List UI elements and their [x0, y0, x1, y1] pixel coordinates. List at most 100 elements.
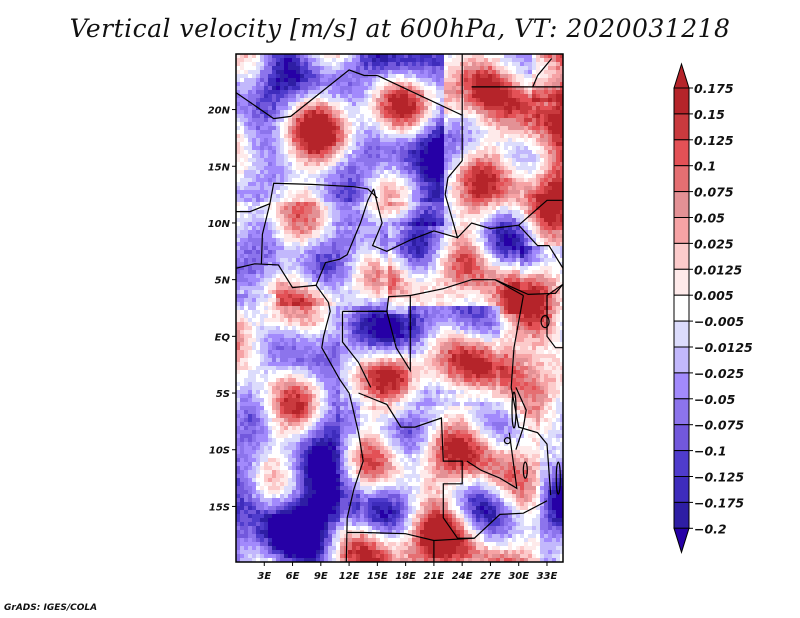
field-cell: [348, 86, 353, 91]
field-cell: [324, 242, 329, 247]
field-cell: [316, 266, 321, 271]
field-cell: [352, 118, 357, 123]
field-cell: [252, 78, 257, 83]
field-cell: [424, 206, 429, 211]
field-cell: [288, 170, 293, 175]
field-cell: [560, 246, 563, 251]
field-cell: [432, 118, 437, 123]
field-cell: [468, 98, 473, 103]
field-cell: [544, 94, 549, 99]
field-cell: [280, 222, 285, 227]
field-cell: [300, 146, 305, 151]
field-cell: [292, 154, 297, 159]
field-cell: [336, 266, 341, 271]
field-cell: [464, 74, 469, 79]
field-cell: [408, 226, 413, 231]
field-cell: [308, 218, 313, 223]
field-cell: [484, 106, 489, 111]
field-cell: [336, 122, 341, 127]
field-cell: [492, 238, 497, 243]
field-cell: [284, 286, 289, 291]
field-cell: [340, 170, 345, 175]
field-cell: [484, 262, 489, 267]
field-cell: [256, 138, 261, 143]
field-cell: [312, 106, 317, 111]
field-cell: [396, 174, 401, 179]
field-cell: [244, 106, 249, 111]
field-cell: [324, 194, 329, 199]
field-cell: [288, 166, 293, 171]
field-cell: [308, 134, 313, 139]
field-cell: [316, 70, 321, 75]
field-cell: [324, 102, 329, 107]
field-cell: [540, 70, 545, 75]
field-cell: [404, 206, 409, 211]
field-cell: [344, 154, 349, 159]
field-cell: [452, 206, 457, 211]
field-cell: [368, 70, 373, 75]
field-cell: [348, 82, 353, 87]
field-cell: [416, 170, 421, 175]
field-cell: [408, 70, 413, 75]
field-cell: [300, 98, 305, 103]
field-cell: [492, 166, 497, 171]
field-cell: [388, 134, 393, 139]
field-cell: [492, 258, 497, 263]
field-cell: [248, 258, 253, 263]
field-cell: [252, 294, 257, 299]
field-cell: [380, 90, 385, 95]
field-cell: [296, 274, 301, 279]
field-cell: [436, 198, 441, 203]
field-cell: [560, 142, 563, 147]
field-cell: [508, 294, 513, 299]
field-cell: [268, 62, 273, 67]
field-cell: [328, 274, 333, 279]
field-cell: [524, 74, 529, 79]
field-cell: [284, 102, 289, 107]
field-cell: [452, 270, 457, 275]
field-cell: [532, 142, 537, 147]
field-cell: [312, 258, 317, 263]
field-cell: [268, 174, 273, 179]
field-cell: [260, 98, 265, 103]
field-cell: [544, 78, 549, 83]
field-cell: [400, 194, 405, 199]
field-cell: [428, 150, 433, 155]
field-cell: [500, 214, 505, 219]
field-cell: [364, 170, 369, 175]
field-cell: [452, 58, 457, 63]
field-cell: [532, 126, 537, 131]
field-cell: [552, 106, 557, 111]
field-cell: [488, 150, 493, 155]
field-cell: [396, 226, 401, 231]
field-cell: [328, 122, 333, 127]
field-cell: [244, 166, 249, 171]
field-cell: [508, 122, 513, 127]
field-cell: [464, 174, 469, 179]
field-cell: [248, 114, 253, 119]
field-cell: [436, 274, 441, 279]
field-cell: [508, 82, 513, 87]
field-cell: [352, 66, 357, 71]
field-cell: [492, 122, 497, 127]
field-cell: [260, 66, 265, 71]
field-cell: [376, 182, 381, 187]
field-cell: [252, 214, 257, 219]
field-cell: [404, 238, 409, 243]
field-cell: [520, 186, 525, 191]
field-cell: [540, 166, 545, 171]
field-cell: [440, 190, 445, 195]
field-cell: [308, 242, 313, 247]
field-cell: [412, 242, 417, 247]
field-cell: [440, 210, 445, 215]
field-cell: [428, 158, 433, 163]
field-cell: [500, 110, 505, 115]
field-cell: [380, 218, 385, 223]
field-cell: [500, 138, 505, 143]
field-cell: [484, 70, 489, 75]
field-cell: [424, 134, 429, 139]
field-cell: [324, 230, 329, 235]
field-cell: [252, 174, 257, 179]
field-cell: [408, 126, 413, 131]
field-cell: [424, 58, 429, 63]
